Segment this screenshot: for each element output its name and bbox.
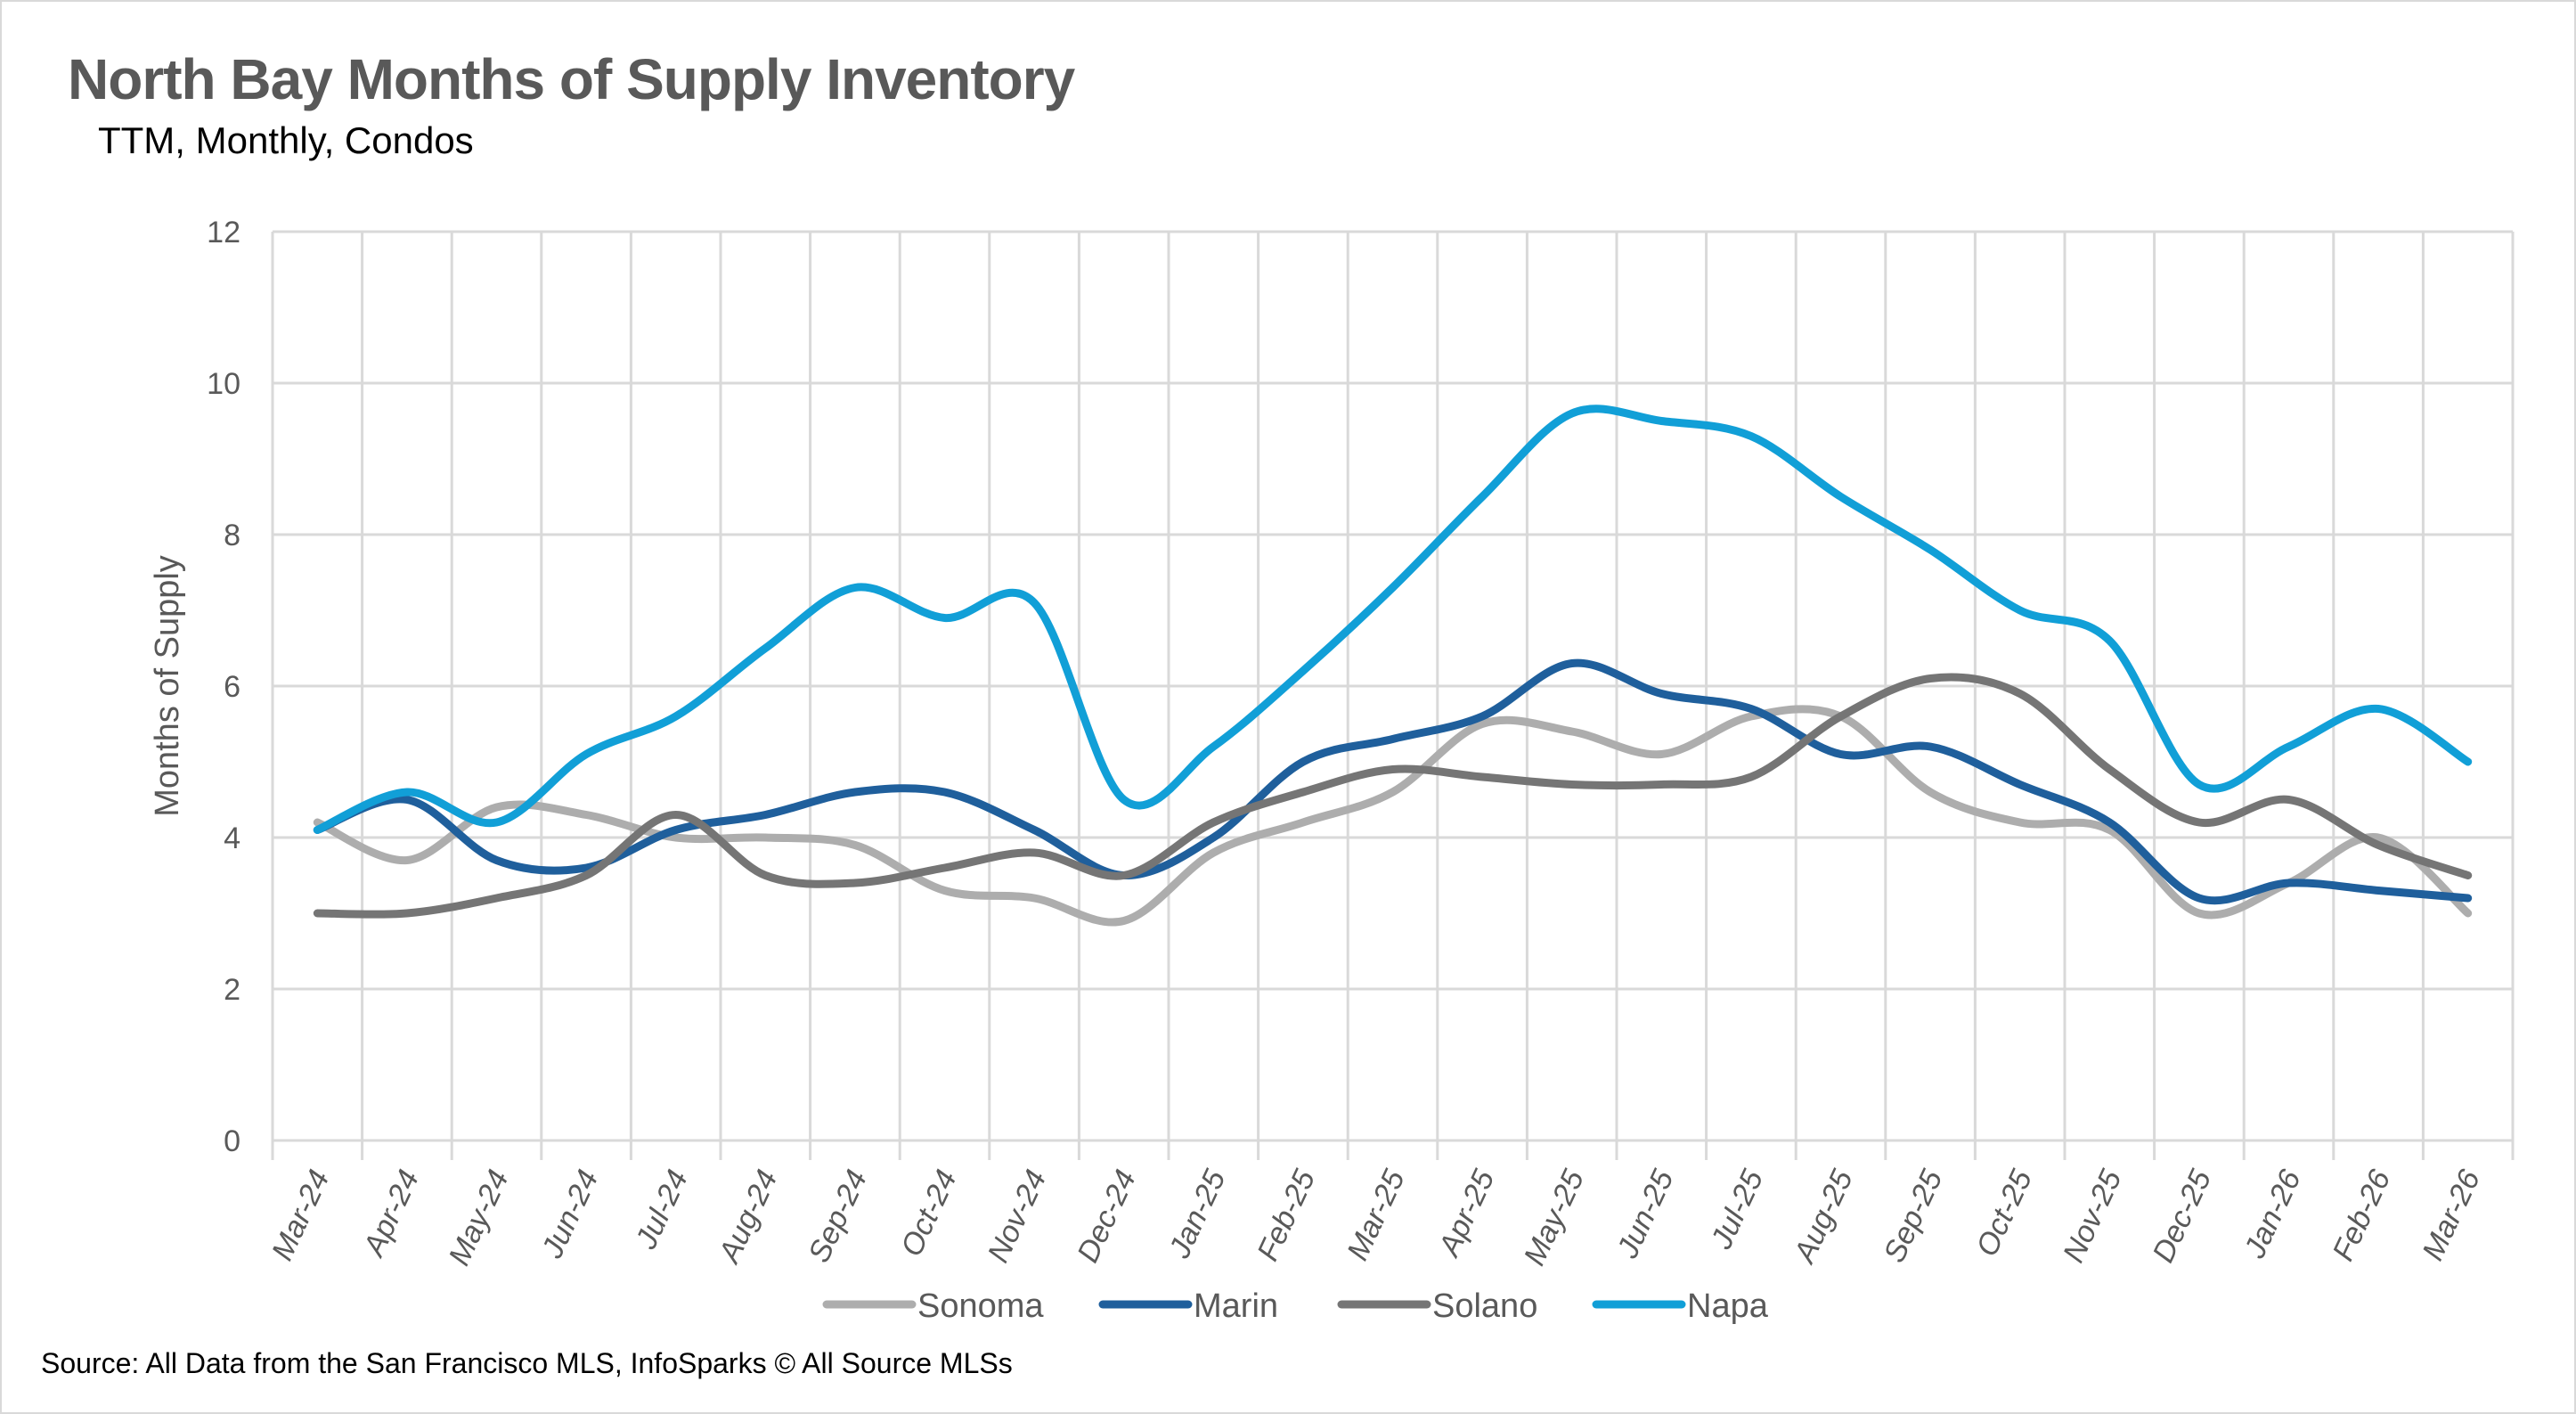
y-tick-label: 12 [207,216,240,249]
y-tick-label: 4 [224,821,240,855]
x-tick-label: Aug-24 [712,1165,785,1269]
x-tick-label: Sep-24 [802,1165,874,1267]
series-line-napa [313,405,2473,834]
x-tick-label: May-25 [1518,1165,1591,1271]
x-tick-label: Dec-25 [2146,1165,2218,1267]
x-tick-label: Oct-24 [894,1165,964,1262]
x-tick-label: Oct-25 [1969,1165,2039,1262]
chart-title: North Bay Months of Supply Inventory [68,47,1075,111]
legend-label-solano: Solano [1432,1287,1537,1325]
series-line-solano [313,673,2473,919]
legend-label-marin: Marin [1194,1287,1278,1325]
x-tick-label: Feb-25 [1251,1165,1322,1266]
x-tick-label: May-24 [442,1165,515,1271]
y-tick-label: 2 [224,973,240,1007]
x-tick-label: Jun-25 [1610,1165,1681,1263]
legend-label-napa: Napa [1687,1287,1769,1325]
x-axis-ticks: Mar-24 Apr-24 May-24 Jun-24 Jul-24 Aug-24 Sep-… [265,1165,2487,1271]
x-tick-label: Nov-25 [2057,1165,2129,1267]
x-tick-label: Jul-24 [629,1165,695,1255]
x-tick-label: Dec-24 [1071,1165,1143,1267]
y-tick-label: 0 [224,1124,240,1158]
x-tick-label: Aug-25 [1787,1165,1860,1269]
y-tick-label: 6 [224,670,240,704]
x-tick-label: Feb-26 [2326,1165,2397,1266]
y-axis-ticks: 0 2 4 6 8 10 12 [207,216,240,1158]
x-tick-label: Apr-25 [1431,1165,1501,1263]
series-line-marin [313,658,2473,905]
x-tick-label: Mar-26 [2416,1165,2487,1265]
legend: Sonoma Marin Solano Napa [822,1287,1769,1325]
series-line-sonoma [313,705,2473,927]
y-axis-title: Months of Supply [149,555,186,817]
x-tick-label: Jun-24 [535,1165,606,1263]
y-tick-label: 8 [224,519,240,552]
gridlines [271,230,2515,1160]
x-tick-label: Jan-25 [1162,1165,1233,1263]
source-note: Source: All Data from the San Francisco … [41,1347,1013,1379]
chart-subtitle: TTM, Monthly, Condos [98,119,474,161]
x-tick-label: Mar-24 [265,1165,337,1265]
y-tick-label: 10 [207,367,240,401]
x-tick-label: Mar-25 [1341,1165,1412,1265]
x-tick-label: Nov-24 [982,1165,1054,1267]
x-tick-label: Jan-26 [2238,1165,2308,1263]
x-tick-label: Apr-24 [356,1165,426,1263]
x-tick-label: Sep-25 [1878,1165,1950,1268]
x-tick-label: Jul-25 [1704,1165,1770,1255]
legend-label-sonoma: Sonoma [917,1287,1044,1325]
series-lines [313,405,2473,927]
